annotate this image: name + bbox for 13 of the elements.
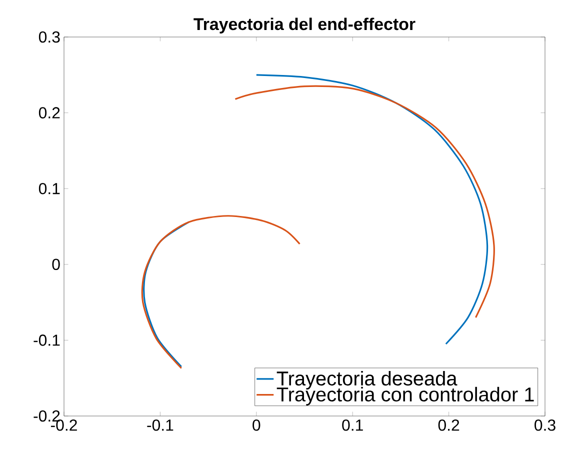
x-tick-label: -0.2 [50,420,77,431]
y-tick-label: -0.1 [34,334,60,346]
y-tick-label: 0.2 [38,107,60,118]
x-tick-label: 0.2 [438,420,460,431]
y-tick-label: -0.2 [34,410,60,422]
y-tick-label: 0.3 [38,31,60,43]
chart-title: Trayectoria del end-effector [194,18,416,34]
x-tick-label: 0.1 [342,420,363,431]
x-tick-label: 0 [252,420,260,431]
x-tick-label: -0.1 [147,420,174,431]
y-tick-label: 0.1 [38,182,60,194]
x-tick-label: 0.3 [534,420,556,431]
y-tick-label: 0 [52,258,60,270]
